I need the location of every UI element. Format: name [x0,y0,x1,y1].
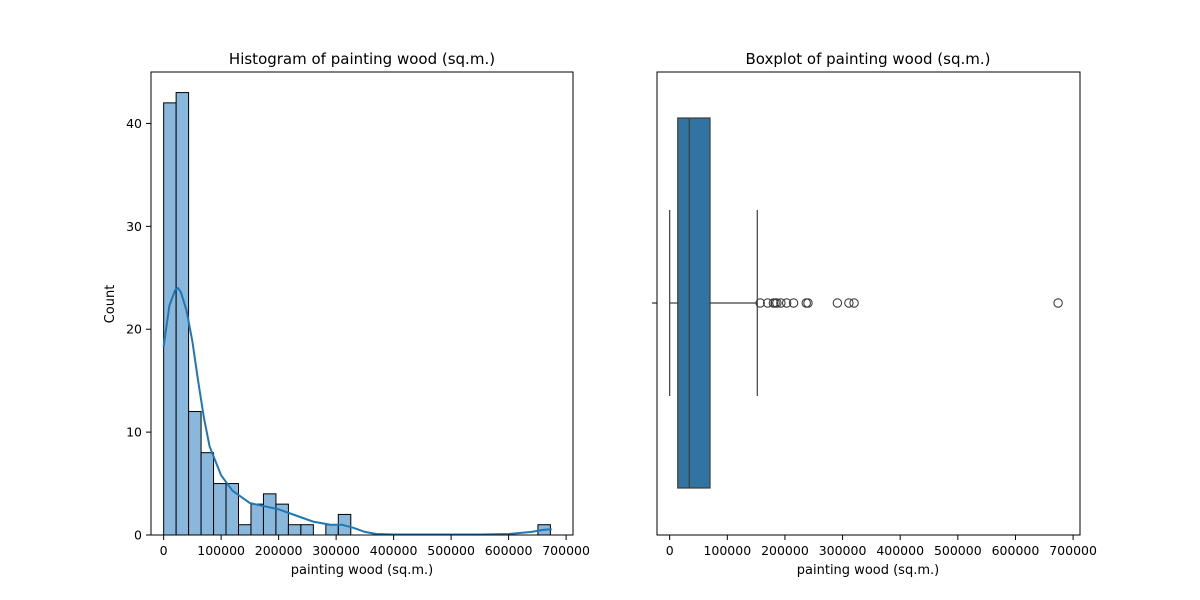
y-tick-label: 0 [134,528,142,543]
x-tick-label: 100000 [197,543,245,558]
x-tick-label: 100000 [703,543,751,558]
x-tick-label: 700000 [542,543,590,558]
y-tick-label: 40 [126,116,142,131]
histogram-bars [163,92,551,536]
x-tick-label: 200000 [255,543,303,558]
histogram-bar [238,524,252,536]
interquartile-box [677,117,711,489]
histogram-y-ticks: 0 10 20 30 40 [126,116,151,543]
boxplot-title: Boxplot of painting wood (sq.m.) [746,50,991,68]
histogram-bar [287,524,302,536]
x-tick-label: 300000 [819,543,867,558]
x-tick-label: 200000 [761,543,809,558]
y-tick-label: 10 [126,425,142,440]
histogram-bar [188,411,202,536]
histogram-bar [300,524,314,536]
outlier-point [788,298,799,308]
histogram-bar [163,102,177,536]
x-tick-label: 400000 [370,543,418,558]
outlier-point [832,298,843,308]
x-tick-label: 600000 [992,543,1040,558]
x-tick-label: 400000 [876,543,924,558]
histogram-bar [200,452,215,536]
x-tick-label: 600000 [485,543,533,558]
outlier-point [755,298,765,308]
histogram-panel: Histogram of painting wood (sq.m.) 0 1000… [103,50,590,578]
x-tick-label: 700000 [1049,543,1097,558]
histogram-bar [250,503,264,536]
outlier-points [755,298,1063,308]
x-tick-label: 300000 [312,543,360,558]
outlier-point [803,298,813,308]
outlier-point [849,298,859,308]
x-tick-label: 0 [666,543,674,558]
y-tick-label: 20 [126,322,142,337]
histogram-bar [213,483,227,536]
histogram-bar [325,524,339,536]
histogram-axes-frame [150,71,574,536]
outlier-point [1053,298,1063,308]
x-tick-label: 0 [160,543,168,558]
histogram-x-ticks: 0 100000 200000 300000 400000 500000 600000 700… [160,535,590,558]
histogram-bar [262,493,277,536]
outlier-point [781,298,792,308]
x-tick-label: 500000 [427,543,475,558]
y-tick-label: 30 [126,219,142,234]
boxplot-x-ticks: 0 100000 200000 300000 400000 500000 600000 700… [666,535,1097,558]
boxplot-panel: Boxplot of painting wood (sq.m.) 0 100000… [652,50,1097,578]
histogram-x-label: painting wood (sq.m.) [291,563,433,578]
outlier-point [776,298,786,308]
histogram-title: Histogram of painting wood (sq.m.) [229,50,495,68]
outlier-point [844,298,854,308]
histogram-y-label: Count [103,285,118,324]
outlier-point [762,298,773,308]
x-tick-label: 500000 [934,543,982,558]
outlier-point [772,298,782,308]
boxplot-x-label: painting wood (sq.m.) [797,563,939,578]
